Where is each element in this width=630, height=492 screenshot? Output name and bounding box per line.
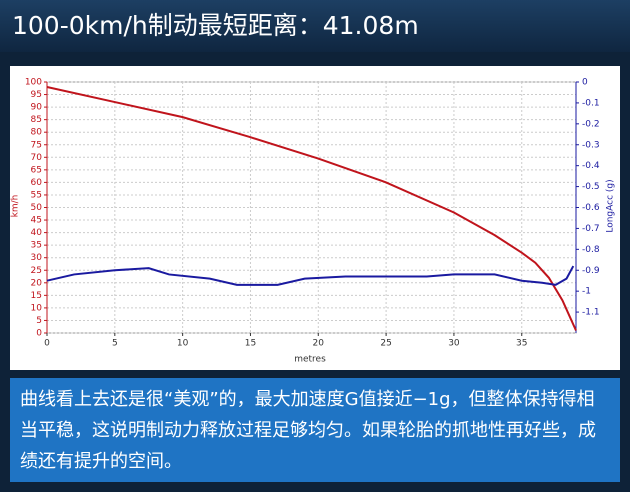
y-tick-label: 10: [31, 303, 43, 313]
y2-tick-label: -0.9: [582, 266, 600, 276]
x-tick-label: 30: [448, 339, 460, 349]
caption: 曲线看上去还是很“美观”的，最大加速度G值接近−1g，但整体保持得相当平稳，这说…: [10, 378, 620, 482]
y-tick-label: 15: [31, 291, 42, 301]
y2-axis-label: LongAcc (g): [606, 179, 616, 232]
chart-panel: km/h LongAcc (g) metres 0 5 10 15 20 25 30 35 40…: [10, 66, 620, 370]
x-tick-label: 15: [245, 339, 256, 349]
y-tick-label: 90: [31, 103, 43, 113]
y-tick-label: 35: [31, 241, 42, 251]
y-tick-label: 95: [31, 90, 42, 100]
y-tick-label: 75: [31, 140, 42, 150]
y-tick-label: 70: [31, 153, 43, 163]
y-axis-label: km/h: [11, 195, 21, 218]
y2-tick-label: -0.2: [582, 119, 600, 129]
y2-tick-label: 0: [582, 78, 588, 88]
chart: km/h LongAcc (g) metres 0 5 10 15 20 25 30 35 40…: [11, 78, 616, 365]
x-axis-label: metres: [294, 355, 326, 365]
y2-tick-label: -0.5: [582, 182, 600, 192]
y2-tick-label: -0.7: [582, 224, 600, 234]
y-tick-label: 55: [31, 190, 42, 200]
data-line: [46, 86, 577, 331]
y-tick-label: 65: [31, 165, 42, 175]
y-tick-label: 30: [31, 253, 43, 263]
y-tick-label: 80: [31, 128, 43, 138]
y2-tick-label: -1.1: [582, 308, 600, 318]
y-tick-label: 5: [36, 316, 42, 326]
y-tick-label: 25: [31, 266, 42, 276]
x-tick-label: 10: [177, 339, 189, 349]
x-tick-label: 25: [380, 339, 391, 349]
y2-tick-label: -0.1: [582, 98, 600, 108]
x-tick-label: 20: [313, 339, 325, 349]
y-tick-label: 50: [31, 203, 43, 213]
y-tick-label: 60: [31, 178, 43, 188]
header-title: 100-0km/h制动最短距离：41.08m: [0, 0, 630, 52]
y-tick-label: 20: [31, 278, 43, 288]
y-tick-label: 85: [31, 115, 42, 125]
y2-tick-label: -0.4: [582, 161, 600, 171]
x-tick-label: 35: [516, 339, 527, 349]
y-tick-label: 0: [36, 329, 42, 339]
y2-tick-label: -0.8: [582, 245, 600, 255]
data-line: [46, 265, 575, 286]
y2-tick-label: -1: [582, 287, 591, 297]
x-tick-label: 0: [44, 339, 50, 349]
y2-tick-label: -0.3: [582, 140, 600, 150]
x-tick-label: 5: [112, 339, 118, 349]
y-tick-label: 40: [31, 228, 43, 238]
y-tick-label: 45: [31, 216, 42, 226]
y-tick-label: 100: [25, 78, 42, 88]
y2-tick-label: -0.6: [582, 203, 600, 213]
